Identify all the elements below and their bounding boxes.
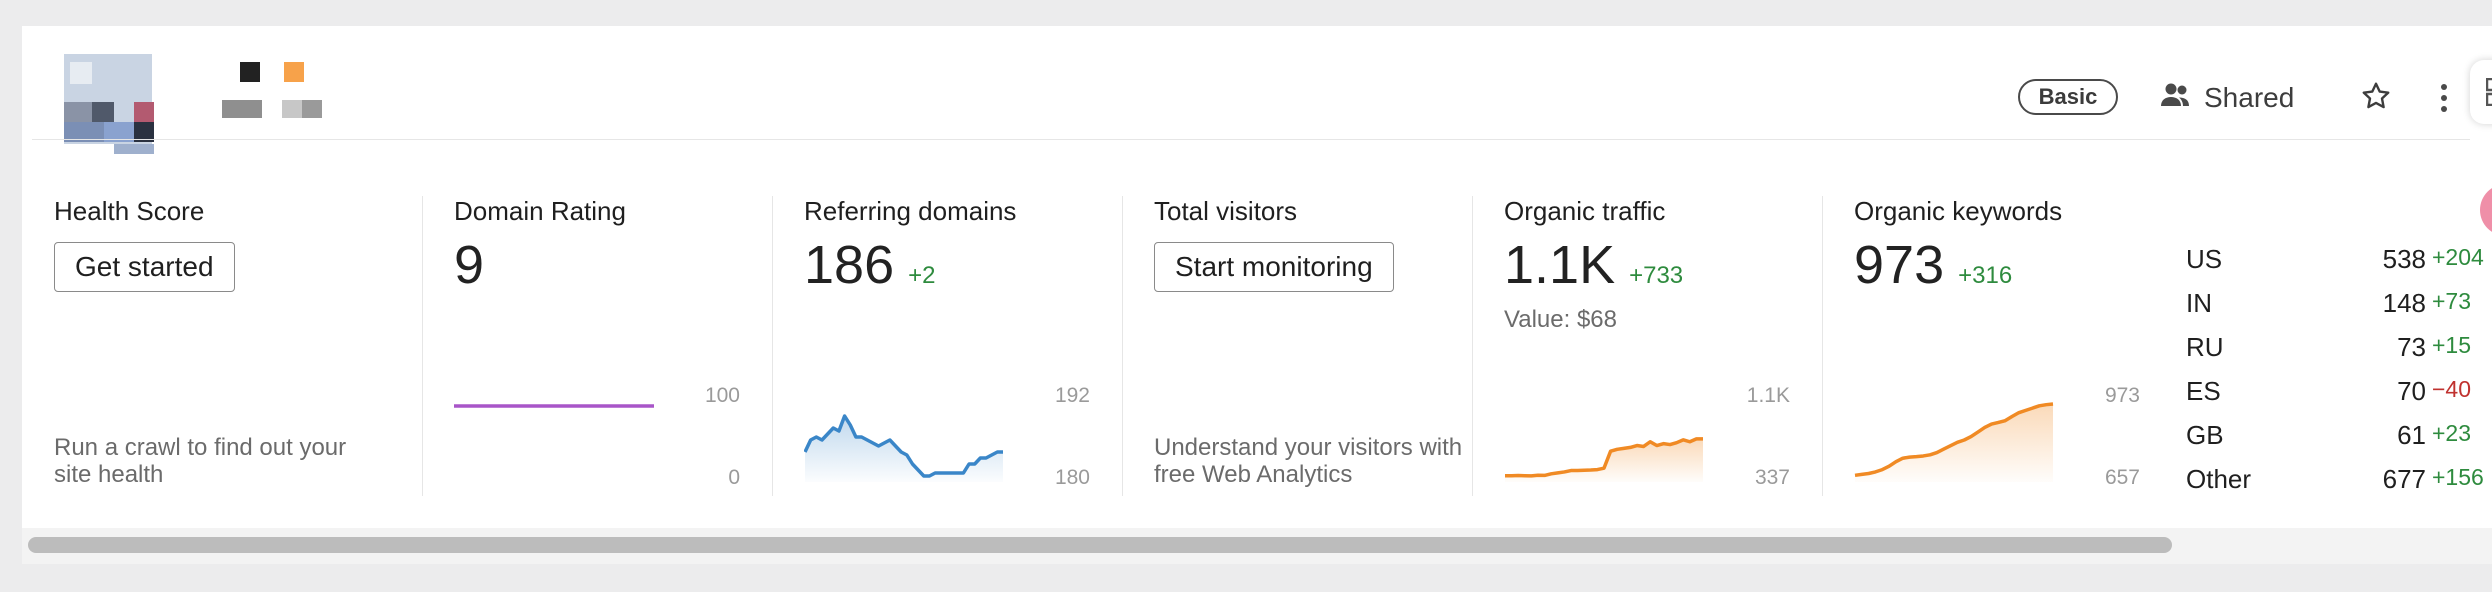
country-delta: +23	[2432, 420, 2472, 446]
country-delta: −40	[2432, 376, 2472, 402]
start-monitoring-button[interactable]: Start monitoring	[1154, 242, 1394, 292]
organic-keywords-panel[interactable]: Organic keywords 973 +316 973 657	[1854, 172, 2184, 500]
referring-domains-line	[804, 414, 1003, 478]
domain-rating-title: Domain Rating	[454, 196, 626, 226]
organic-traffic-panel[interactable]: Organic traffic 1.1K +733 Value: $68 1.1…	[1504, 172, 1834, 500]
domain-rating-panel[interactable]: Domain Rating 9 100 0	[454, 172, 784, 500]
panel-divider	[422, 196, 423, 496]
country-code: US	[2186, 244, 2223, 274]
organic-traffic-value: 1.1K	[1504, 235, 1616, 295]
organic-traffic-line	[1505, 437, 1703, 478]
total-visitors-note: Understand your visitors with free Web A…	[1154, 434, 1463, 488]
organic-traffic-sparkline	[1505, 437, 1703, 482]
project-name[interactable]	[220, 62, 380, 122]
country-delta: +15	[2432, 332, 2472, 358]
organic-keywords-area	[1855, 404, 2053, 482]
referring-domains-value-row: 186 +2	[804, 238, 935, 292]
header-divider	[32, 139, 2470, 140]
star-icon	[2360, 80, 2392, 117]
health-score-note: Run a crawl to find out your site health	[54, 434, 347, 488]
country-code: GB	[2186, 420, 2224, 450]
total-visitors-panel: Total visitors Start monitoring Understa…	[1154, 172, 1484, 500]
country-value: 538	[2382, 244, 2426, 274]
domain-rating-axis-min: 0	[728, 466, 740, 489]
more-vertical-icon	[2441, 84, 2447, 90]
country-row[interactable]: Other 677 +156	[2186, 454, 2492, 498]
country-value: 61	[2397, 420, 2426, 450]
organic-traffic-delta: +733	[1629, 262, 1684, 289]
organic-keywords-axis-max: 973	[2104, 384, 2140, 407]
panel-divider	[772, 196, 773, 496]
referring-domains-delta: +2	[908, 262, 936, 289]
domain-rating-value-row: 9	[454, 238, 484, 292]
more-options-button[interactable]	[2434, 78, 2454, 118]
health-score-title: Health Score	[54, 196, 205, 226]
people-icon	[2160, 82, 2190, 115]
country-row[interactable]: IN 148 +73	[2186, 278, 2492, 322]
panel-divider	[1472, 196, 1473, 496]
country-code: IN	[2186, 288, 2212, 318]
domain-rating-value: 9	[454, 235, 485, 295]
domain-rating-sparkline	[454, 404, 654, 408]
organic-keywords-line	[1854, 402, 2054, 478]
country-code: Other	[2186, 464, 2252, 494]
country-delta: +156	[2432, 464, 2484, 490]
total-visitors-title: Total visitors	[1154, 196, 1298, 226]
country-breakdown-table: US 538 +204 IN 148 +73 RU 73 +15 ES 70 −40 GB 61 +23 Ot…	[2186, 234, 2492, 498]
project-thumbnail[interactable]	[62, 46, 162, 154]
organic-keywords-title: Organic keywords	[1854, 196, 2063, 226]
country-row[interactable]: ES 70 −40	[2186, 366, 2492, 410]
country-delta: +204	[2432, 244, 2484, 270]
panel-divider	[1122, 196, 1123, 496]
organic-traffic-axis-max: 1.1K	[1746, 384, 1790, 407]
organic-traffic-axis-min: 337	[1754, 466, 1790, 489]
referring-domains-panel[interactable]: Referring domains 186 +2 192 180	[804, 172, 1134, 500]
referring-domains-axis-min: 180	[1054, 466, 1090, 489]
shared-button[interactable]: Shared	[2160, 78, 2294, 118]
country-code: RU	[2186, 332, 2224, 362]
country-row[interactable]: RU 73 +15	[2186, 322, 2492, 366]
referring-domains-axis-max: 192	[1054, 384, 1090, 407]
organic-keywords-axis-min: 657	[2104, 466, 2140, 489]
apps-grid-button[interactable]	[2470, 60, 2492, 124]
get-started-button[interactable]: Get started	[54, 242, 235, 292]
country-row[interactable]: US 538 +204	[2186, 234, 2492, 278]
organic-traffic-value-row: 1.1K +733	[1504, 238, 1683, 292]
translate-float-button[interactable]: ⇆	[2480, 184, 2492, 236]
referring-domains-value: 186	[804, 235, 895, 295]
organic-keywords-sparkline	[1854, 402, 2054, 482]
country-value: 148	[2382, 288, 2426, 318]
horizontal-scrollbar-thumb[interactable]	[28, 537, 2172, 553]
organic-keywords-value-row: 973 +316	[1854, 238, 2012, 292]
country-delta: +73	[2432, 288, 2472, 314]
organic-keywords-delta: +316	[1958, 262, 2013, 289]
favorite-button[interactable]	[2356, 78, 2396, 118]
referring-domains-sparkline	[804, 414, 1003, 482]
organic-traffic-value-note: Value: $68	[1504, 306, 1617, 333]
referring-domains-title: Referring domains	[804, 196, 1017, 226]
domain-rating-axis-max: 100	[704, 384, 740, 407]
country-value: 73	[2397, 332, 2426, 362]
plan-badge[interactable]: Basic	[2018, 79, 2118, 115]
country-value: 677	[2382, 464, 2426, 494]
grid-icon	[2485, 77, 2492, 111]
country-value: 70	[2397, 376, 2426, 406]
organic-traffic-title: Organic traffic	[1504, 196, 1666, 226]
country-row[interactable]: GB 61 +23	[2186, 410, 2492, 454]
panel-divider	[1822, 196, 1823, 496]
organic-keywords-value: 973	[1854, 235, 1945, 295]
country-code: ES	[2186, 376, 2221, 406]
referring-domains-area	[805, 416, 1003, 482]
organic-traffic-area	[1505, 438, 1703, 482]
shared-label: Shared	[2204, 82, 2295, 113]
health-score-panel: Health Score Get started Run a crawl to …	[54, 172, 414, 500]
